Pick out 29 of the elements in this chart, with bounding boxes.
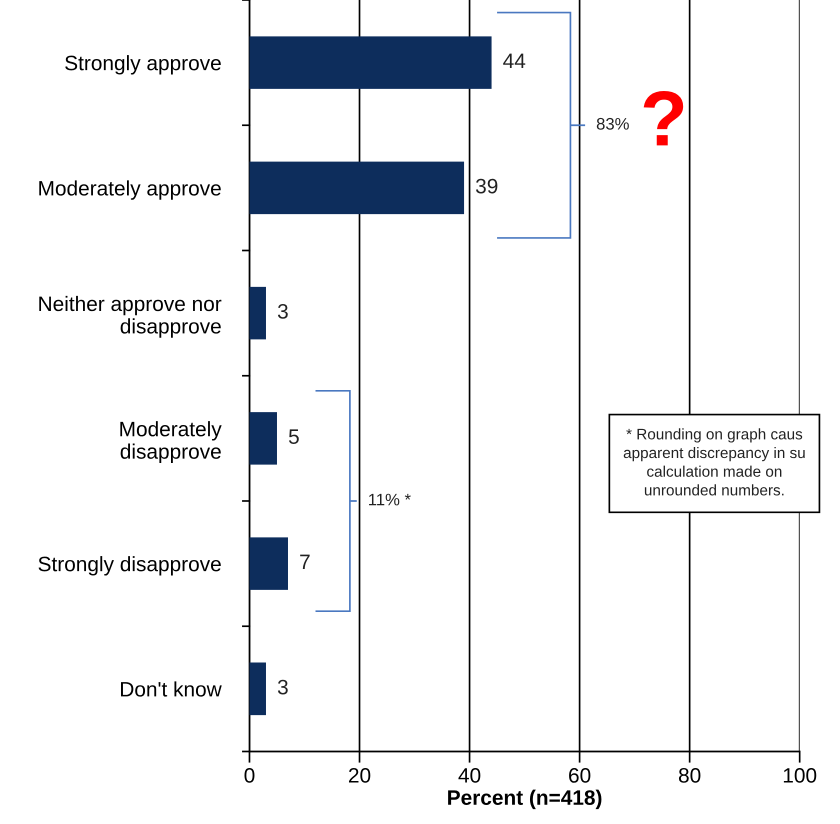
bar	[249, 662, 266, 716]
x-tick-label: 100	[784, 768, 816, 783]
data-label: 44	[503, 54, 526, 68]
data-label: 7	[300, 554, 310, 570]
bar	[249, 36, 492, 89]
data-label: 3	[278, 304, 288, 319]
annotation: ?	[644, 91, 684, 146]
y-tick-label: Neither approve nor disapprove	[39, 296, 222, 338]
annotation: * Rounding on graph caus apparent discrepancy in su calculation made on unrounded numbers.	[624, 428, 805, 496]
y-tick-label: Strongly approve	[65, 55, 221, 74]
x-tick-label: 40	[458, 768, 480, 783]
bar	[249, 537, 288, 590]
x-tick-label: 0	[244, 768, 254, 783]
y-tick-label: Don't know	[121, 681, 222, 697]
data-label: 3	[278, 680, 288, 694]
x-axis-title: Percent (n=418)	[448, 790, 602, 810]
annotation: 11% *	[369, 494, 411, 506]
x-tick-label: 20	[348, 768, 370, 783]
bar	[249, 162, 464, 214]
y-tick-label: Moderately approve	[39, 180, 221, 200]
y-tick-label: Strongly disapprove	[38, 556, 221, 576]
annotation: 83%	[596, 118, 629, 130]
x-tick-label: 60	[569, 768, 590, 783]
y-tick-label: Moderately disapprove	[120, 421, 222, 463]
data-label: 39	[476, 178, 498, 194]
bar	[249, 412, 277, 465]
x-tick-label: 80	[678, 768, 700, 783]
bar	[249, 286, 266, 340]
data-label: 5	[288, 429, 299, 444]
